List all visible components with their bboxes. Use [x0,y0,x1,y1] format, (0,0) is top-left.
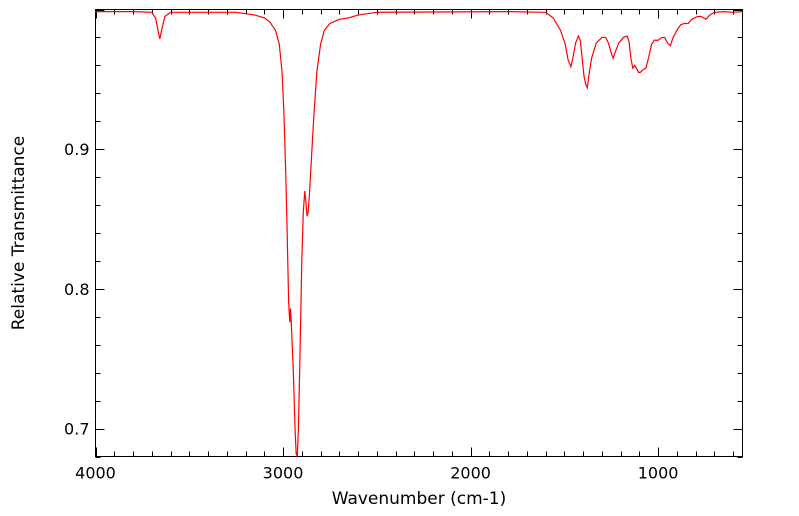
y-axis-label: Relative Transmittance [9,136,29,331]
x-axis-label: Wavenumber (cm-1) [332,489,507,509]
x-tick-label: 3000 [263,464,304,483]
x-tick-label: 1000 [638,464,679,483]
x-tick-label: 2000 [450,464,491,483]
spectrum-line [95,10,743,457]
y-tick-label: 0.8 [64,280,89,299]
y-tick-label: 0.7 [64,420,89,439]
axis-ticks [95,9,743,458]
axis-tick-labels: 4000 3000 2000 1000 0.7 0.8 0.9 [64,140,678,482]
x-tick-label: 4000 [75,464,116,483]
plot-frame [95,9,743,457]
y-tick-label: 0.9 [64,140,89,159]
